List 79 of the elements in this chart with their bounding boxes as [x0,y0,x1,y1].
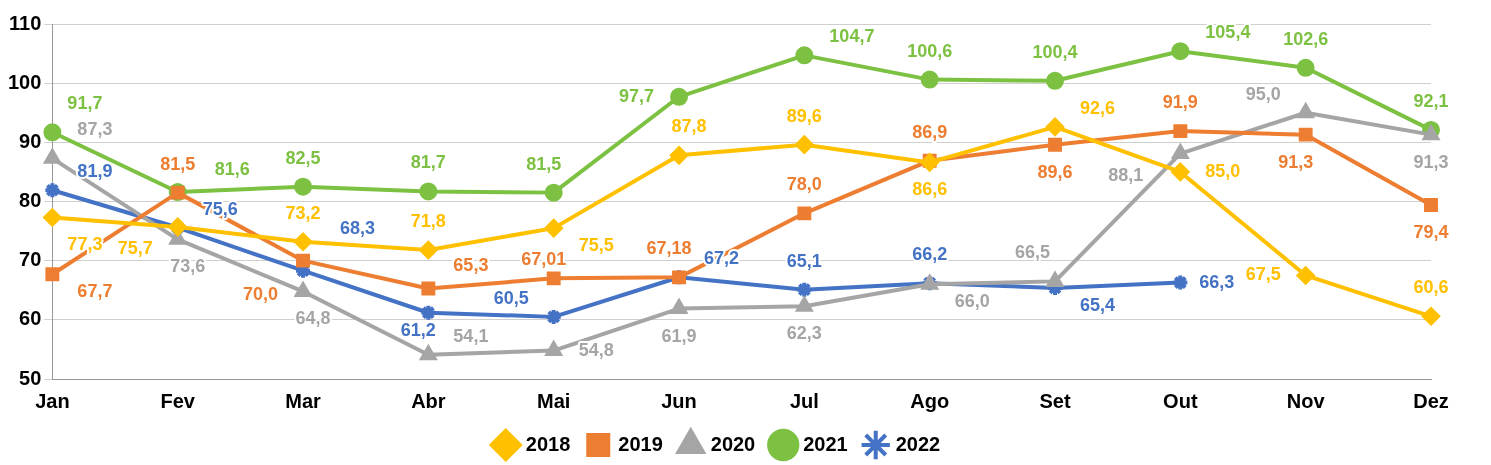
data-label: 85,0 [1205,160,1241,181]
data-label: 61,2 [400,319,436,340]
data-label: 91,3 [1278,151,1314,172]
legend-label: 2020 [710,432,756,455]
y-tick-label: 60 [19,307,42,330]
data-label: 67,01 [521,249,567,270]
legend-label: 2021 [803,432,848,455]
data-label: 70,0 [242,283,279,304]
y-tick-label: 110 [9,11,42,34]
x-tick-label: Set [1039,389,1071,412]
x-tick-label: Jun [661,389,697,412]
data-label: 102,6 [1283,28,1329,49]
data-label: 105,4 [1205,22,1251,43]
data-label: 81,5 [526,153,562,174]
x-tick-label: Dez [1413,389,1449,412]
legend-label: 2019 [618,432,663,455]
data-label: 88,1 [1108,164,1144,185]
data-label: 66,2 [912,244,948,265]
data-label: 54,8 [578,339,614,360]
data-label: 78,0 [786,174,822,195]
data-label: 95,0 [1245,83,1281,104]
x-tick-label: Jan [35,389,70,412]
data-label: 92,6 [1080,97,1116,118]
data-label: 60,6 [1413,277,1449,298]
y-tick-label: 90 [19,129,42,152]
data-label: 75,7 [117,237,153,258]
data-label: 104,7 [829,26,875,47]
x-tick-label: Mai [537,389,571,412]
data-label: 66,0 [954,291,990,312]
x-tick-label: Fev [160,389,196,412]
y-tick-label: 80 [19,189,42,212]
x-tick-label: Mar [285,389,322,412]
data-label: 92,1 [1413,90,1449,111]
data-label: 86,9 [912,121,948,142]
data-label: 100,4 [1032,41,1078,62]
data-label: 65,1 [786,250,822,271]
data-label: 75,5 [578,235,614,256]
data-label: 87,8 [671,116,707,137]
legend-label: 2022 [895,432,941,455]
data-label: 89,6 [786,105,822,126]
data-label: 100,6 [907,40,953,61]
data-label: 62,3 [786,323,822,344]
x-tick-label: Nov [1286,389,1326,412]
data-label: 86,6 [912,179,948,200]
data-label: 82,5 [285,147,321,168]
data-label: 64,8 [295,308,331,329]
data-label: 65,4 [1080,294,1116,315]
data-label: 68,3 [340,217,376,238]
x-tick-label: Out [1163,389,1198,412]
data-label: 97,7 [618,85,655,106]
data-label: 81,7 [410,152,446,173]
x-tick-label: Jul [789,389,819,412]
x-tick-label: Ago [910,389,950,412]
data-label: 91,3 [1413,151,1449,172]
data-label: 91,7 [67,93,103,114]
data-label: 79,4 [1413,222,1449,243]
data-label: 60,5 [493,287,529,308]
data-label: 67,18 [646,238,692,259]
data-label: 65,3 [453,255,489,276]
data-label: 66,3 [1199,271,1235,292]
data-label: 66,5 [1014,242,1051,263]
y-tick-label: 50 [19,366,42,389]
data-label: 81,9 [77,161,113,182]
data-label: 91,9 [1162,92,1198,113]
data-label: 67,7 [77,281,113,302]
x-tick-label: Abr [411,389,446,412]
data-label: 87,3 [77,119,113,140]
data-label: 81,6 [214,159,250,179]
data-label: 73,6 [170,256,206,277]
data-label: 67,5 [1245,264,1281,285]
data-label: 54,1 [453,325,489,346]
data-label: 61,9 [661,325,697,346]
y-tick-label: 100 [7,70,42,93]
data-label: 71,8 [410,210,446,231]
data-label: 73,2 [285,202,321,223]
y-tick-label: 70 [19,248,42,271]
legend-label: 2018 [525,432,571,455]
data-label: 89,6 [1037,161,1073,182]
data-label: 81,5 [160,153,196,174]
